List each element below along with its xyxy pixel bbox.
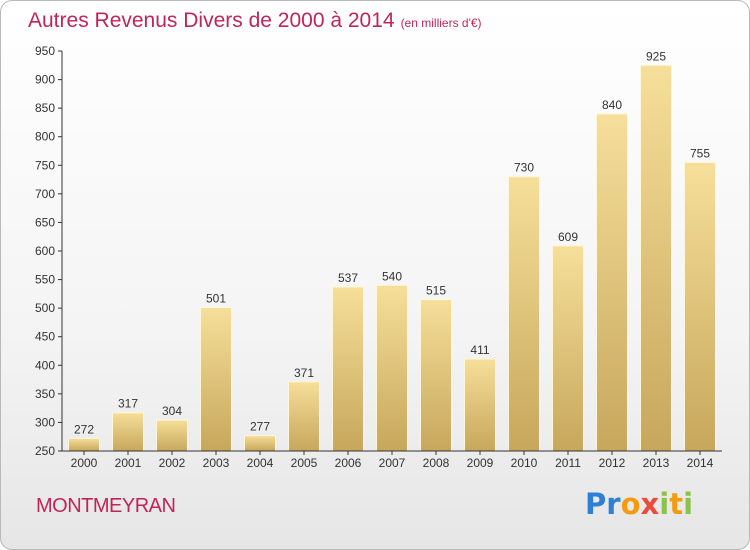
x-tick-label-2009: 2009 <box>467 456 494 470</box>
bar-2000 <box>68 437 100 452</box>
y-tick-label: 650 <box>35 215 55 229</box>
y-tick-label: 700 <box>35 187 55 201</box>
data-label-2012: 840 <box>602 98 622 112</box>
logo-letter: x <box>640 487 660 521</box>
x-tick-label-2002: 2002 <box>159 456 186 470</box>
bar-2004 <box>244 435 276 452</box>
bar-2003 <box>200 307 232 452</box>
chart-subtitle: (en milliers d'€) <box>400 16 482 30</box>
bar-2011 <box>552 245 584 452</box>
data-label-2013: 925 <box>646 49 666 63</box>
y-tick-label: 450 <box>35 330 55 344</box>
data-label-2000: 272 <box>74 422 94 436</box>
bar-2008 <box>420 299 452 452</box>
bar-2002 <box>156 419 188 452</box>
x-tick-label-2007: 2007 <box>379 456 406 470</box>
y-tick-label: 800 <box>35 130 55 144</box>
data-label-2010: 730 <box>514 161 534 175</box>
logo-letter: t <box>669 487 684 521</box>
place-name: MONTMEYRAN <box>36 495 176 517</box>
x-tick-label-2011: 2011 <box>555 456 581 470</box>
bar-2009 <box>464 358 496 452</box>
y-tick-label: 900 <box>35 73 55 87</box>
y-tick-label: 750 <box>35 158 55 172</box>
y-tick-label: 950 <box>35 44 55 58</box>
x-tick-label-2003: 2003 <box>203 456 230 470</box>
data-label-2003: 501 <box>206 292 226 306</box>
y-tick-label: 550 <box>35 273 55 287</box>
bar-2007 <box>376 284 408 452</box>
y-tick-label: 600 <box>35 244 55 258</box>
y-tick-label: 850 <box>35 101 55 115</box>
x-tick-label-2014: 2014 <box>687 456 714 470</box>
x-tick-label-2001: 2001 <box>115 456 142 470</box>
x-tick-label-2012: 2012 <box>599 456 626 470</box>
y-tick-label: 300 <box>35 415 55 429</box>
chart-title: Autres Revenus Divers de 2000 à 2014 (en … <box>28 9 482 33</box>
bar-2010 <box>508 176 540 452</box>
y-tick-label: 400 <box>35 358 55 372</box>
logo-letter: P <box>585 487 607 521</box>
bar-2013 <box>640 64 672 452</box>
bar-2014 <box>684 161 716 452</box>
bar-2012 <box>596 113 628 452</box>
bar-2005 <box>288 381 320 452</box>
data-label-2008: 515 <box>426 284 446 298</box>
y-tick-label: 250 <box>35 444 55 458</box>
x-tick-label-2006: 2006 <box>335 456 362 470</box>
logo-letter: o <box>620 487 641 521</box>
data-label-2001: 317 <box>118 397 138 411</box>
data-label-2011: 609 <box>558 230 578 244</box>
logo-letter: i <box>683 487 694 521</box>
x-tick-label-2013: 2013 <box>643 456 670 470</box>
proxiti-logo: Proxiti <box>585 487 693 521</box>
bar-2006 <box>332 286 364 452</box>
x-tick-label-2000: 2000 <box>71 456 98 470</box>
data-label-2007: 540 <box>382 269 402 283</box>
x-tick-label-2004: 2004 <box>247 456 274 470</box>
data-label-2006: 537 <box>338 271 358 285</box>
data-label-2005: 371 <box>294 366 314 380</box>
data-label-2004: 277 <box>250 420 270 434</box>
bar-2001 <box>112 412 144 452</box>
x-tick-label-2008: 2008 <box>423 456 450 470</box>
chart-title-main: Autres Revenus Divers de 2000 à 2014 <box>28 9 395 32</box>
logo-letter: i <box>659 487 670 521</box>
logo-letter: r <box>606 487 621 521</box>
data-label-2014: 755 <box>690 146 710 160</box>
data-label-2002: 304 <box>162 404 182 418</box>
x-tick-label-2005: 2005 <box>291 456 318 470</box>
x-tick-label-2010: 2010 <box>511 456 538 470</box>
y-tick-label: 500 <box>35 301 55 315</box>
data-label-2009: 411 <box>470 343 489 357</box>
y-tick-label: 350 <box>35 387 55 401</box>
